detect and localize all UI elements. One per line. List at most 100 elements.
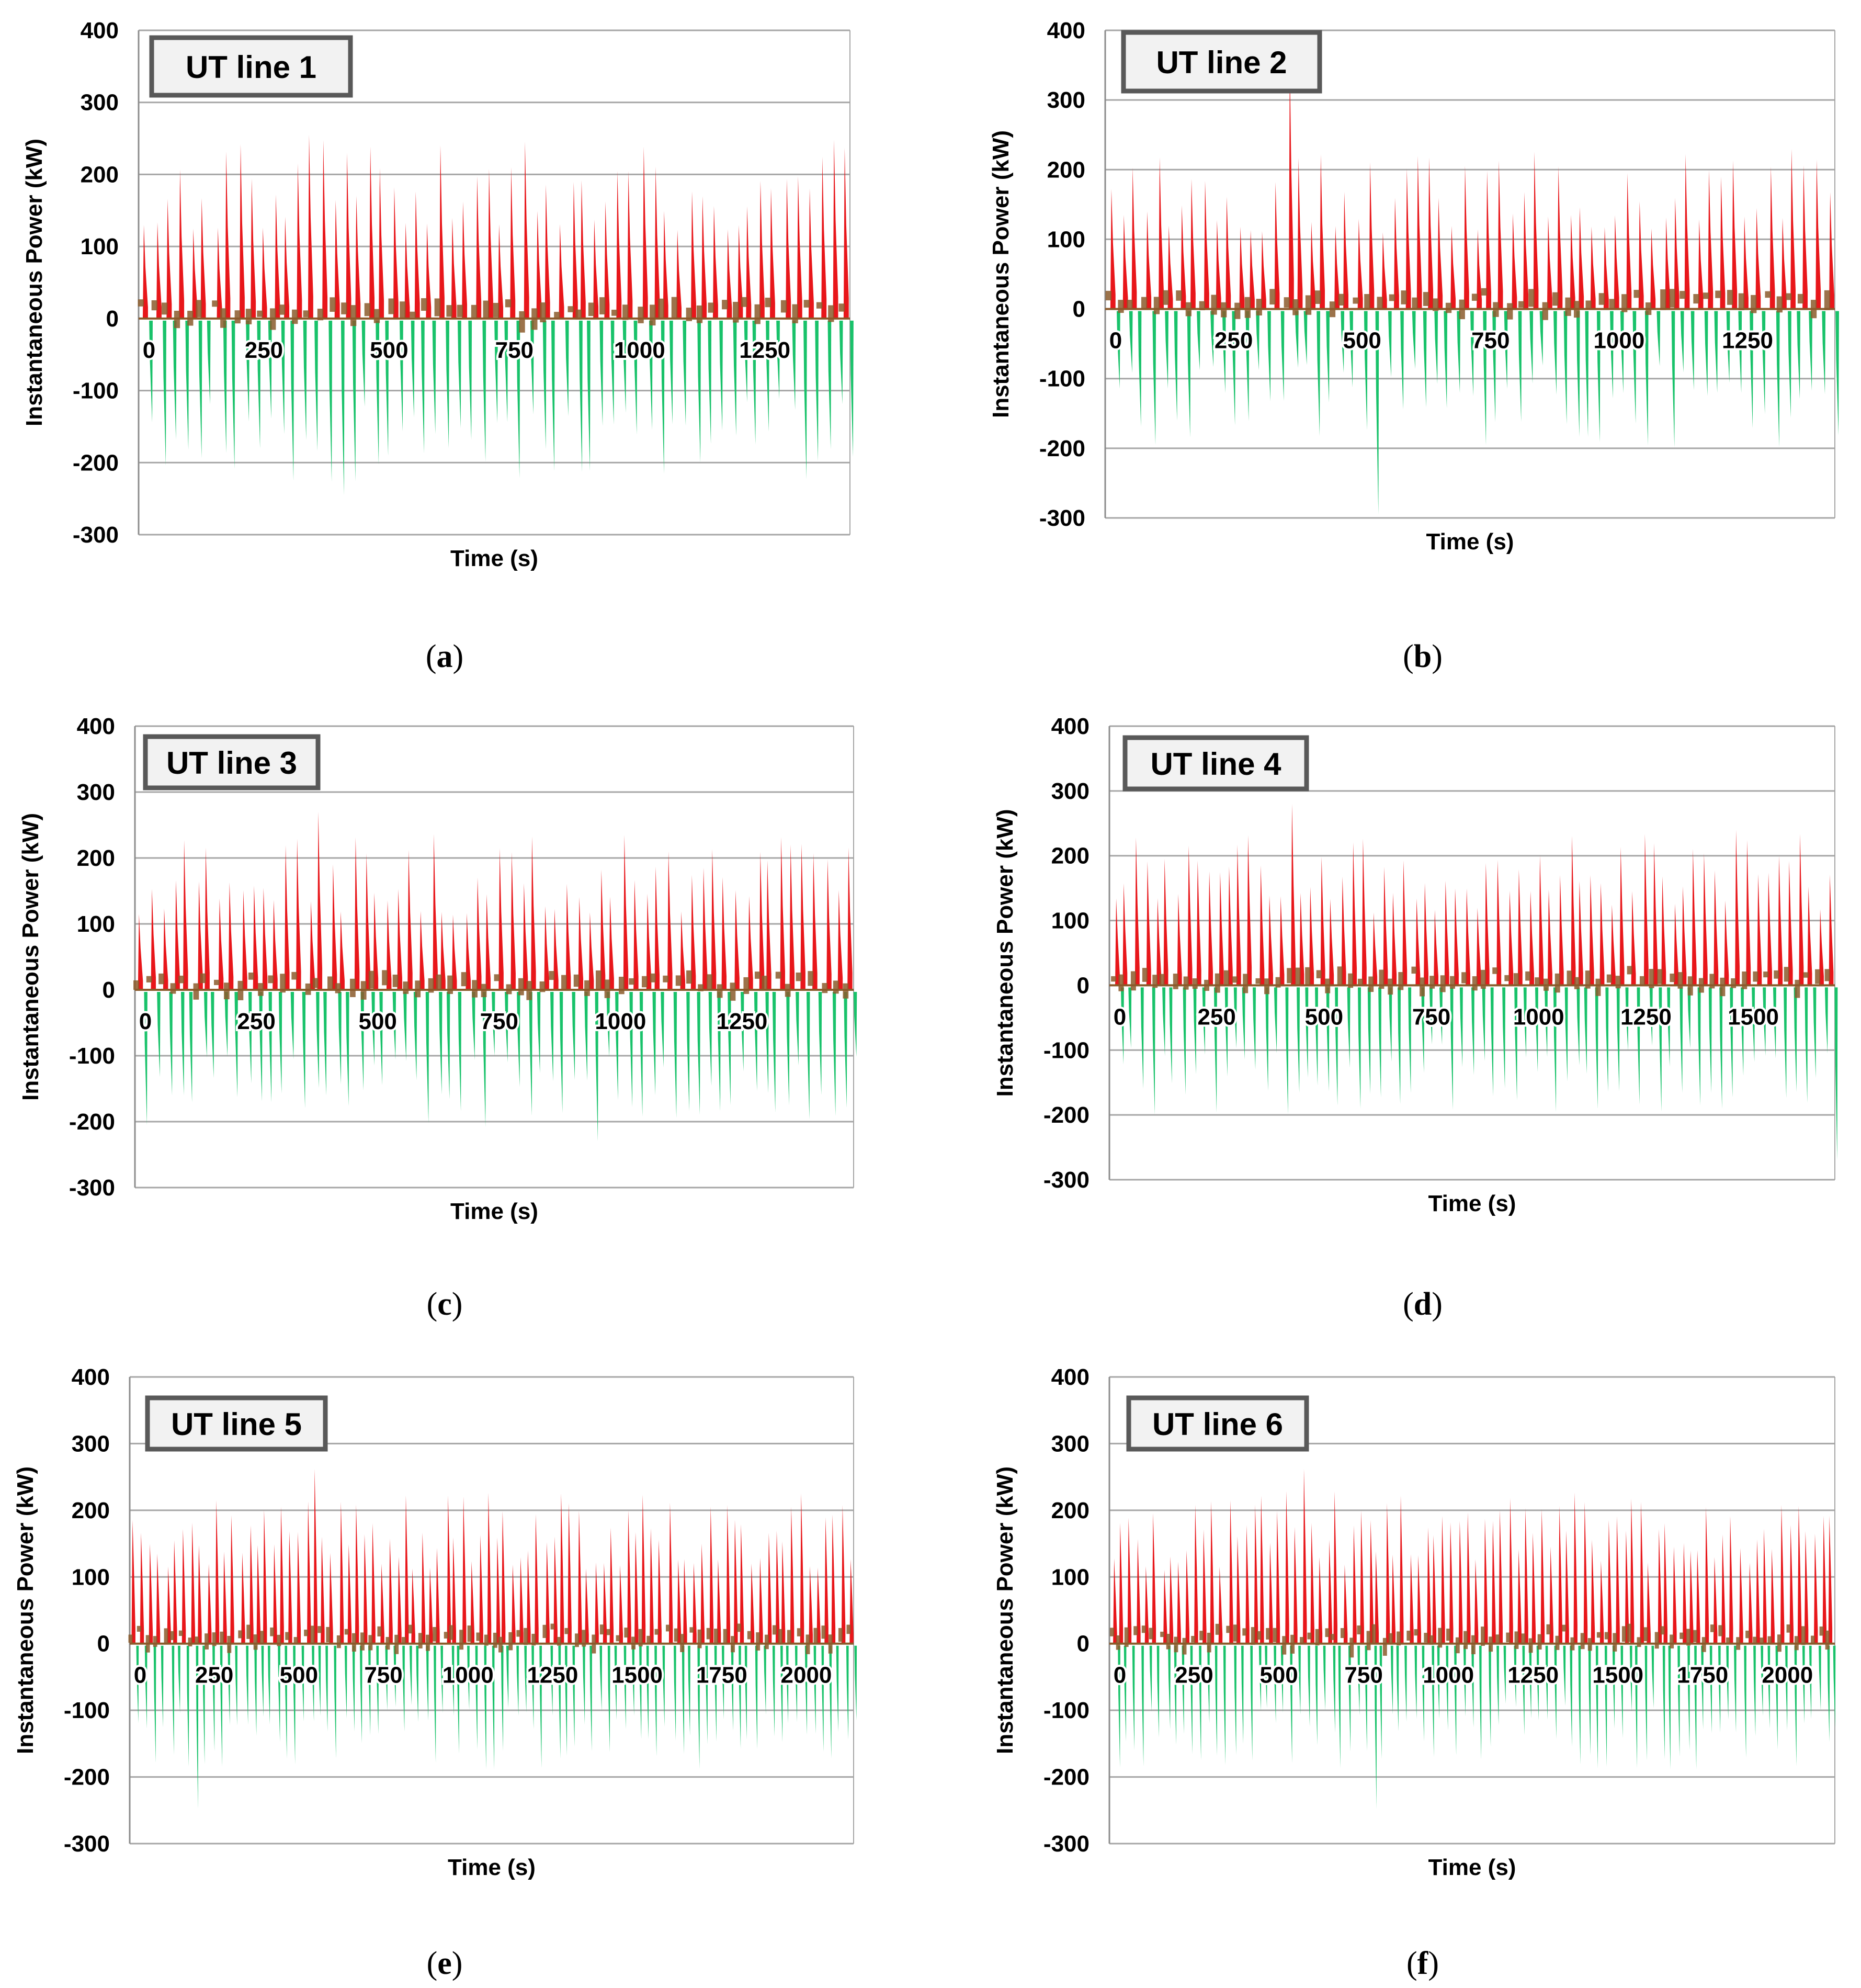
power-spike-negative	[1668, 1645, 1671, 1770]
power-near-zero	[472, 980, 478, 998]
power-spike-positive	[1204, 180, 1209, 309]
power-spike-positive	[1115, 898, 1120, 986]
power-spike-negative	[1222, 311, 1226, 393]
x-tick-label: 1000	[1593, 328, 1644, 354]
chart-title: UT line 2	[1156, 45, 1287, 80]
power-spike-positive	[634, 1532, 639, 1644]
power-near-zero	[516, 1630, 521, 1637]
power-near-zero	[1211, 295, 1217, 315]
power-spike-positive	[386, 900, 392, 990]
power-near-zero	[1256, 299, 1262, 315]
power-spike-negative	[1545, 987, 1548, 1057]
power-near-zero	[1364, 294, 1370, 310]
y-tick-label: 100	[72, 1564, 110, 1590]
power-spike-negative	[1389, 987, 1392, 1062]
power-near-zero	[1159, 974, 1165, 985]
power-spike-positive	[1819, 909, 1824, 986]
power-near-zero	[1388, 978, 1393, 995]
power-near-zero	[1149, 1628, 1153, 1640]
power-spike-positive	[535, 1514, 539, 1644]
y-tick-label: 0	[1077, 1631, 1090, 1657]
power-spike-negative	[1152, 311, 1156, 445]
power-spike-positive	[1674, 903, 1679, 986]
power-spike-negative	[501, 1645, 504, 1751]
y-tick-label: 400	[1051, 1364, 1090, 1390]
power-spike-positive	[1547, 216, 1552, 309]
power-spike-positive	[759, 852, 765, 990]
power-spike-positive	[559, 224, 564, 319]
power-spike-negative	[1388, 311, 1392, 377]
y-tick-label: -200	[64, 1765, 110, 1790]
power-spike-negative	[1446, 1645, 1448, 1731]
power-spike-negative	[334, 1645, 337, 1759]
x-tick-label: 0	[1114, 1663, 1126, 1688]
power-near-zero	[1438, 1628, 1443, 1648]
power-spike-negative	[587, 320, 591, 471]
power-near-zero	[1368, 976, 1374, 992]
power-spike-negative	[539, 1645, 542, 1768]
power-spike-positive	[737, 225, 743, 319]
power-spike-positive	[524, 141, 529, 319]
power-near-zero	[1226, 1625, 1231, 1633]
power-spike-positive	[1755, 208, 1761, 309]
power-spike-positive	[1146, 861, 1151, 986]
power-spike-negative	[207, 320, 211, 404]
power-near-zero	[360, 1632, 365, 1651]
power-spike-negative	[1120, 987, 1124, 1065]
power-near-zero	[1537, 1634, 1542, 1650]
power-spike-negative	[144, 1645, 147, 1729]
power-near-zero	[1105, 290, 1111, 301]
power-spike-positive	[1539, 855, 1544, 986]
power-spike-negative	[1775, 1645, 1778, 1749]
power-near-zero	[564, 1628, 569, 1634]
power-near-zero	[1266, 1628, 1270, 1640]
power-near-zero	[638, 1629, 643, 1647]
power-near-zero	[1152, 975, 1158, 988]
power-spike-positive	[1571, 835, 1576, 986]
power-near-zero	[444, 1632, 448, 1639]
panel-caption-e: (e)	[426, 1946, 463, 1981]
power-spike-positive	[1599, 883, 1605, 986]
power-spike-negative	[1378, 987, 1382, 1098]
power-near-zero	[1819, 1626, 1824, 1636]
power-spike-negative	[595, 992, 598, 1142]
power-spike-negative	[434, 1645, 436, 1763]
power-spike-negative	[1429, 987, 1433, 1045]
power-spike-positive	[1260, 1496, 1264, 1644]
power-spike-negative	[416, 1645, 419, 1722]
power-spike-negative	[792, 320, 796, 410]
power-spike-negative	[368, 1645, 371, 1735]
power-spike-negative	[537, 992, 541, 1074]
power-spike-positive	[693, 1563, 697, 1644]
power-near-zero	[1273, 1628, 1277, 1642]
power-spike-positive	[544, 184, 550, 319]
power-near-zero	[599, 297, 606, 314]
panel-caption-b: (b)	[1403, 639, 1443, 674]
power-spike-negative	[1423, 311, 1427, 408]
power-spike-positive	[786, 178, 791, 319]
y-tick-label: 200	[1047, 157, 1085, 183]
power-spike-positive	[1640, 1501, 1644, 1644]
power-spike-negative	[163, 320, 166, 466]
power-spike-positive	[797, 176, 802, 319]
power-spike-negative	[482, 992, 486, 1127]
power-spike-positive	[780, 837, 785, 990]
power-near-zero	[573, 974, 580, 987]
power-spike-negative	[1535, 987, 1538, 1072]
power-spike-negative	[338, 992, 342, 1085]
power-near-zero	[1111, 976, 1117, 982]
power-spike-positive	[1732, 160, 1738, 309]
power-spike-positive	[833, 140, 838, 319]
power-spike-negative	[1223, 1645, 1226, 1766]
power-spike-positive	[198, 881, 203, 990]
power-near-zero	[1199, 301, 1205, 310]
power-spike-negative	[1596, 311, 1601, 443]
chart-title: UT line 3	[166, 746, 297, 781]
power-near-zero	[1173, 974, 1178, 989]
power-near-zero	[1677, 972, 1683, 989]
power-spike-negative	[425, 992, 429, 1123]
power-spike-positive	[1177, 894, 1182, 986]
power-spike-negative	[1595, 1645, 1598, 1769]
power-near-zero	[698, 984, 703, 991]
power-spike-positive	[849, 1559, 854, 1644]
